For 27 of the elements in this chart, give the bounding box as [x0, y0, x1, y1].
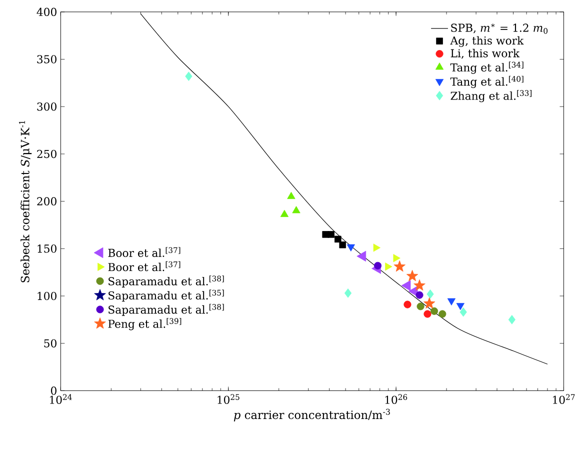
x-tick-label: 10$^{26}$	[385, 394, 408, 404]
legend-label: Saparamadu et al.$^{[38]}$	[108, 304, 224, 316]
legend-label: Peng et al.$^{[39]}$	[108, 318, 182, 330]
y-tick-label: 350	[37, 54, 56, 64]
legend-label: Ag, this work	[450, 36, 524, 47]
legend-label: Li, this work	[450, 48, 520, 59]
x-tick-label: 10$^{25}$	[218, 394, 240, 404]
legend-label: SPB, m$^{∗}$ = 1.2 m$_{0}$	[451, 24, 548, 34]
x-tick-label: 10$^{24}$	[50, 394, 72, 404]
legend-label: Saparamadu et al.$^{[38]}$	[108, 275, 224, 288]
y-tick-label: 200	[37, 197, 56, 206]
y-tick-label: 50	[44, 339, 56, 348]
y-tick-label: 400	[36, 8, 56, 16]
legend-label: Tang et al.$^{[40]}$	[450, 76, 524, 88]
x-axis-title: p carrier concentration/m$^{-3}$	[234, 408, 390, 422]
legend-label: Boor et al.$^{[37]}$	[108, 246, 180, 257]
legend-label: Zhang et al.$^{[33]}$	[450, 90, 532, 102]
legend-label: Boor et al.$^{[37]}$	[108, 261, 180, 272]
y-tick-label: 100	[38, 292, 56, 300]
y-axis-title: Seebeck coefficient S/μV·K$^{-1}$	[18, 120, 32, 282]
x-tick-label: 10$^{27}$	[553, 394, 575, 404]
y-tick-label: 0	[50, 386, 56, 395]
legend-label: Saparamadu et al.$^{[35]}$	[108, 290, 224, 302]
y-tick-label: 250	[37, 150, 56, 158]
y-tick-label: 300	[37, 102, 56, 111]
legend-label: Tang et al.$^{[34]}$	[450, 62, 524, 74]
y-tick-label: 150	[38, 244, 56, 253]
